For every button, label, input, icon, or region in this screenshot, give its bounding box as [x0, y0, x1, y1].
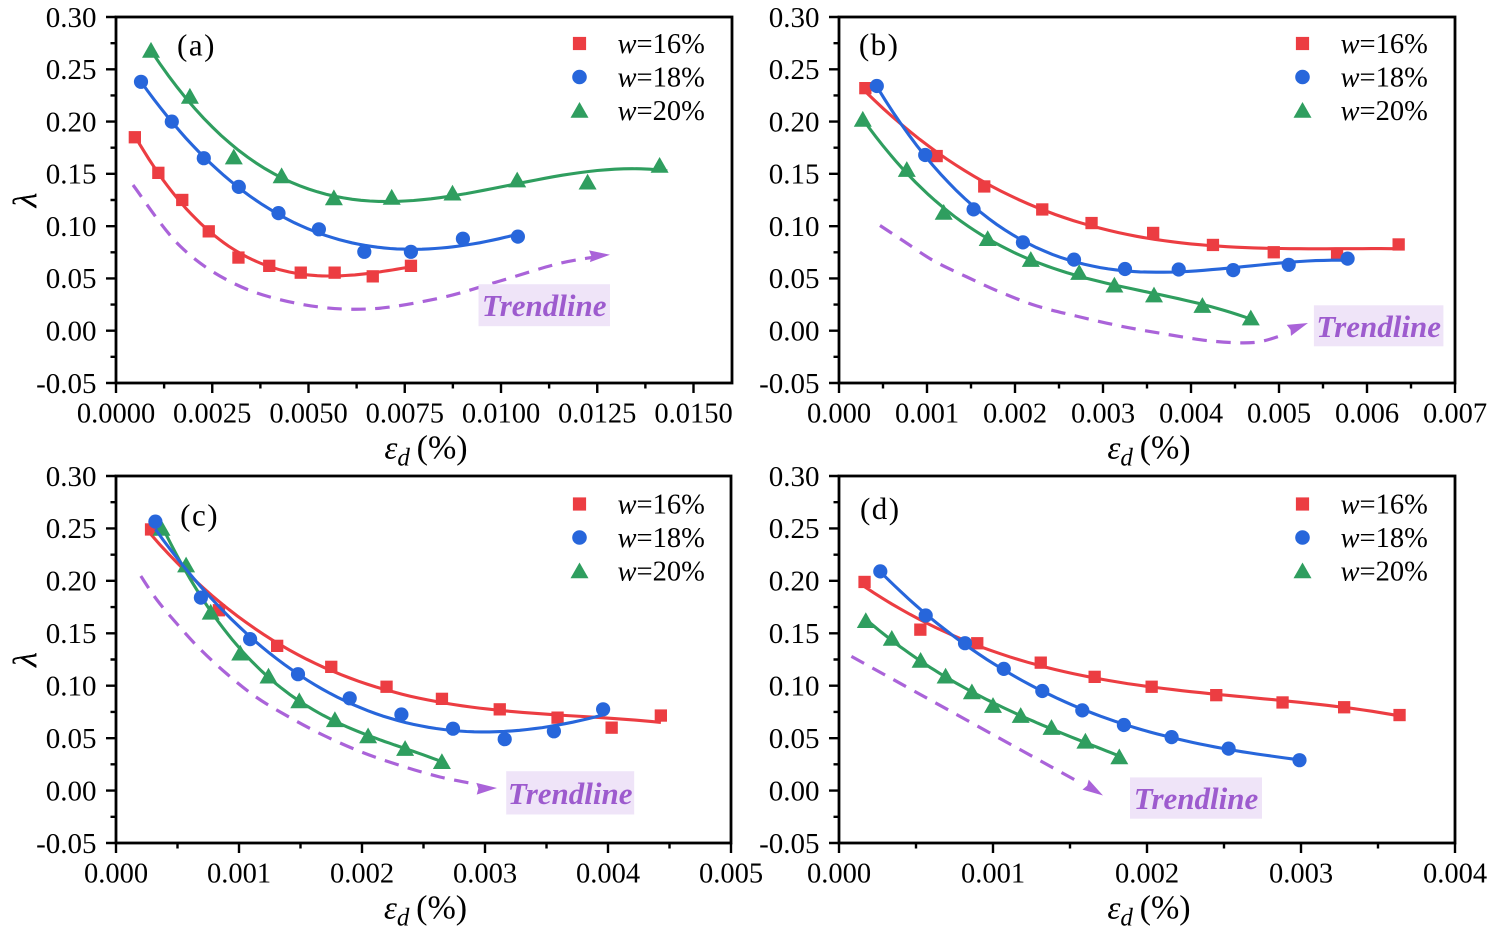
svg-text:0.005: 0.005: [699, 859, 763, 890]
svg-text:0.25: 0.25: [46, 54, 97, 86]
svg-text:0.007: 0.007: [1423, 399, 1487, 430]
svg-text:0.30: 0.30: [769, 2, 820, 34]
svg-text:0.20: 0.20: [46, 106, 97, 138]
svg-text:w=20%: w=20%: [618, 96, 705, 127]
svg-text:w=16%: w=16%: [618, 490, 705, 521]
svg-text:(a): (a): [177, 28, 216, 63]
svg-text:0.0050: 0.0050: [269, 399, 347, 430]
svg-text:0.001: 0.001: [895, 399, 959, 430]
svg-text:0.15: 0.15: [46, 618, 97, 650]
svg-text:w=20%: w=20%: [1341, 557, 1428, 588]
svg-text:w=18%: w=18%: [1341, 63, 1428, 94]
svg-text:0.25: 0.25: [769, 513, 820, 545]
svg-text:0.001: 0.001: [207, 859, 271, 890]
svg-text:w=16%: w=16%: [1341, 29, 1428, 60]
svg-text:0.15: 0.15: [769, 618, 820, 650]
svg-text:0.004: 0.004: [1159, 399, 1223, 430]
svg-text:0.003: 0.003: [453, 859, 517, 890]
svg-text:0.0150: 0.0150: [654, 399, 732, 430]
svg-text:0.10: 0.10: [769, 671, 820, 703]
svg-text:0.25: 0.25: [46, 513, 97, 545]
svg-text:0.30: 0.30: [46, 461, 97, 493]
svg-text:w=20%: w=20%: [618, 557, 705, 588]
svg-text:0.0000: 0.0000: [77, 399, 155, 430]
svg-text:w=16%: w=16%: [1341, 490, 1428, 521]
svg-text:0.003: 0.003: [1071, 399, 1135, 430]
svg-text:-0.05: -0.05: [759, 368, 819, 400]
svg-text:εd (%): εd (%): [384, 430, 467, 472]
svg-text:0.15: 0.15: [769, 159, 820, 191]
svg-text:0.003: 0.003: [1269, 859, 1333, 890]
svg-text:0.10: 0.10: [46, 211, 97, 243]
svg-text:0.002: 0.002: [983, 399, 1047, 430]
svg-text:-0.05: -0.05: [36, 828, 96, 860]
svg-text:w=18%: w=18%: [618, 523, 705, 554]
svg-text:(b): (b): [859, 27, 900, 62]
svg-text:0.20: 0.20: [46, 566, 97, 598]
svg-text:-0.05: -0.05: [759, 828, 819, 860]
svg-text:λ: λ: [8, 652, 45, 668]
svg-text:εd (%): εd (%): [384, 890, 467, 932]
svg-text:w=16%: w=16%: [618, 29, 705, 60]
svg-text:0.05: 0.05: [46, 723, 97, 755]
svg-text:0.25: 0.25: [769, 54, 820, 86]
svg-text:0.000: 0.000: [84, 859, 148, 890]
svg-text:Trendline: Trendline: [1316, 309, 1441, 344]
svg-text:0.000: 0.000: [807, 399, 871, 430]
svg-text:w=18%: w=18%: [1341, 523, 1428, 554]
svg-text:λ: λ: [8, 652, 45, 668]
svg-text:0.000: 0.000: [807, 859, 871, 890]
svg-text:εd (%): εd (%): [1107, 890, 1190, 932]
svg-text:0.004: 0.004: [576, 859, 640, 890]
svg-text:0.00: 0.00: [769, 316, 820, 348]
svg-text:0.15: 0.15: [46, 159, 97, 191]
svg-text:0.0025: 0.0025: [173, 399, 251, 430]
svg-text:0.30: 0.30: [769, 461, 820, 493]
svg-text:0.20: 0.20: [769, 106, 820, 138]
svg-text:0.10: 0.10: [769, 211, 820, 243]
svg-text:0.0100: 0.0100: [462, 399, 540, 430]
svg-text:Trendline: Trendline: [508, 776, 633, 811]
svg-text:0.0125: 0.0125: [558, 399, 636, 430]
svg-text:0.05: 0.05: [46, 263, 97, 295]
svg-text:0.002: 0.002: [1115, 859, 1179, 890]
svg-text:λ: λ: [8, 193, 45, 209]
svg-text:(c): (c): [180, 497, 219, 532]
svg-text:Trendline: Trendline: [1134, 781, 1259, 816]
svg-text:εd (%): εd (%): [1107, 430, 1190, 472]
svg-text:Trendline: Trendline: [482, 288, 607, 323]
svg-text:0.002: 0.002: [330, 859, 394, 890]
svg-text:0.30: 0.30: [46, 2, 97, 34]
svg-text:0.05: 0.05: [769, 263, 820, 295]
svg-text:w=20%: w=20%: [1341, 96, 1428, 127]
svg-text:0.00: 0.00: [46, 316, 97, 348]
svg-text:λ: λ: [8, 193, 45, 209]
svg-text:0.004: 0.004: [1423, 859, 1487, 890]
svg-text:0.006: 0.006: [1335, 399, 1399, 430]
svg-text:-0.05: -0.05: [36, 368, 96, 400]
svg-text:0.001: 0.001: [961, 859, 1025, 890]
svg-text:0.05: 0.05: [769, 723, 820, 755]
svg-text:w=18%: w=18%: [618, 63, 705, 94]
svg-text:0.005: 0.005: [1247, 399, 1311, 430]
svg-text:0.20: 0.20: [769, 566, 820, 598]
svg-text:0.00: 0.00: [769, 775, 820, 807]
svg-text:0.10: 0.10: [46, 671, 97, 703]
svg-text:(d): (d): [860, 491, 901, 526]
svg-text:0.0075: 0.0075: [366, 399, 444, 430]
svg-text:0.00: 0.00: [46, 775, 97, 807]
